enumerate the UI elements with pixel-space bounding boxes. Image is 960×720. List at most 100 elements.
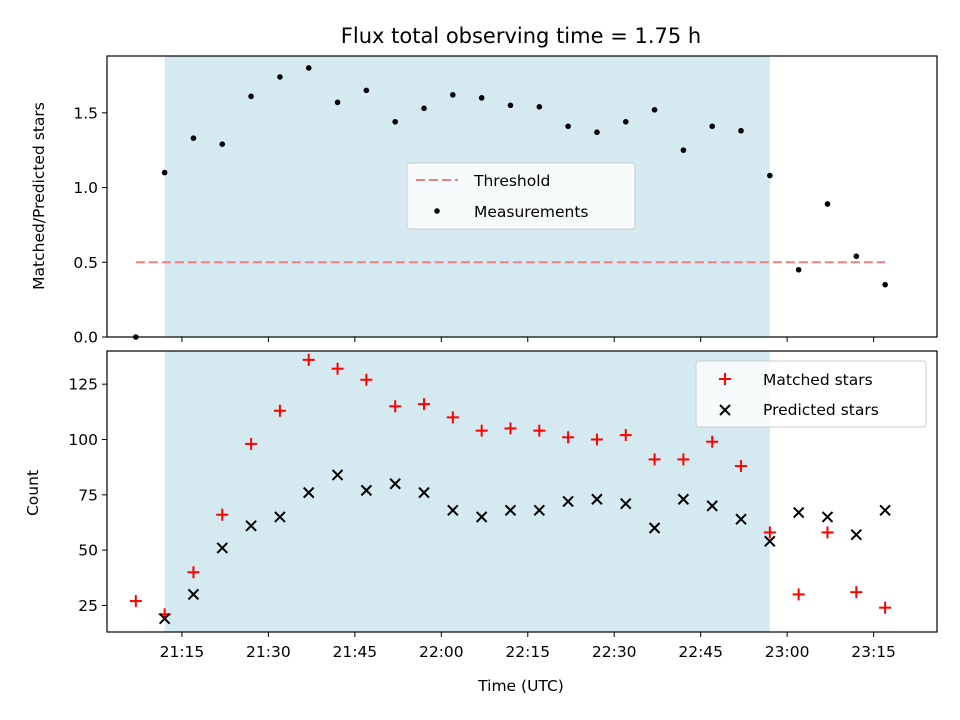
matched-star-point <box>273 404 286 417</box>
x-tick-label: 22:00 <box>419 643 464 661</box>
measurement-point <box>507 102 514 109</box>
predicted-star-point <box>648 522 661 534</box>
predicted-star-point <box>360 484 373 497</box>
measurement-point <box>738 127 744 134</box>
predicted-star-point <box>216 542 228 554</box>
measurement-point <box>277 74 283 80</box>
matched-star-point <box>504 422 517 435</box>
observing-window-shade-lower <box>164 351 770 632</box>
measurement-point <box>161 169 168 176</box>
matched-star-point <box>389 400 402 413</box>
x-tick-label: 21:45 <box>333 643 378 661</box>
ratio-panel: 0.0 0.5 1.0 1.5 Flux total observing time =… <box>30 24 938 347</box>
matched-star-point <box>706 435 719 448</box>
matched-star-point <box>302 353 315 366</box>
matched-star-point <box>850 586 863 599</box>
predicted-star-point <box>187 588 200 601</box>
measurement-point <box>363 87 370 94</box>
matched-star-point <box>216 508 229 521</box>
predicted-star-point <box>303 486 315 499</box>
count-y-tick-label: 25 <box>78 597 98 615</box>
measurement-point <box>795 266 802 273</box>
matched-star-point <box>792 588 805 601</box>
predicted-star-point <box>158 613 171 625</box>
matched-star-point <box>331 362 344 375</box>
matched-star-point <box>590 433 603 446</box>
matched-star-point <box>619 429 632 442</box>
measurement-point <box>536 104 543 110</box>
x-axis-label: Time (UTC) <box>477 677 564 695</box>
measurement-point <box>478 95 485 101</box>
predicted-star-point <box>475 511 488 523</box>
measurement-point <box>248 93 254 100</box>
chart-title: Flux total observing time = 1.75 h <box>341 24 701 48</box>
threshold-legend-label: Threshold <box>473 172 550 190</box>
ratio-y-tick-label: 0.0 <box>73 329 98 347</box>
measurement-points <box>133 65 888 340</box>
count-y-tick-label: 50 <box>78 542 98 560</box>
matched-star-point <box>187 566 200 579</box>
count-y-ticks: 25 50 75 100 125 <box>68 376 107 615</box>
measurements-legend-label: Measurements <box>474 203 589 221</box>
predicted-star-point <box>620 497 632 510</box>
ratio-axes-frame <box>106 55 938 338</box>
matched-star-point <box>648 453 661 466</box>
predicted-star-point <box>418 486 430 499</box>
predicted-star-point <box>331 469 344 481</box>
predicted-star-point <box>706 500 718 512</box>
measurement-point <box>450 92 456 98</box>
predicted-star-point <box>735 513 747 525</box>
measurement-point <box>219 141 226 147</box>
measurement-point <box>421 105 427 112</box>
predicted-star-point <box>245 520 257 532</box>
predicted-star-point <box>447 504 459 517</box>
x-tick-label: 22:45 <box>678 643 723 661</box>
predicted-star-point <box>677 493 690 505</box>
count-y-tick-label: 75 <box>78 486 98 504</box>
ratio-legend-box <box>406 162 636 230</box>
matched-star-point <box>245 437 258 450</box>
x-tick-label: 22:15 <box>505 643 550 661</box>
predicted-star-point <box>562 495 574 508</box>
measurement-point <box>767 172 773 179</box>
matched-stars-legend-marker <box>719 373 731 385</box>
matched-star-point <box>446 411 459 424</box>
predicted-stars-legend-label: Predicted stars <box>763 401 879 419</box>
ratio-x-ticks <box>181 337 875 342</box>
predicted-star-point <box>792 506 805 519</box>
measurement-point <box>594 129 600 136</box>
measurement-point <box>334 99 341 106</box>
ratio-y-tick-label: 1.5 <box>73 104 98 122</box>
count-y-tick-label: 100 <box>68 431 98 449</box>
matched-star-point <box>879 601 892 614</box>
predicted-star-point <box>850 528 863 541</box>
matched-star-point <box>129 595 142 608</box>
measurement-point <box>305 65 312 71</box>
measurement-point <box>651 107 658 113</box>
measurements-legend-marker <box>434 208 440 214</box>
predicted-star-point <box>504 504 517 517</box>
x-tick-label: 21:30 <box>246 643 291 661</box>
matched-star-point <box>821 526 834 539</box>
x-tick-label: 21:15 <box>160 643 205 661</box>
x-tick-label: 23:00 <box>765 643 810 661</box>
x-tick-label: 23:15 <box>851 643 896 661</box>
count-axes-frame <box>106 350 938 633</box>
measurement-point <box>824 201 831 207</box>
count-y-axis-label: Count <box>24 470 42 516</box>
matched-star-point <box>418 398 431 411</box>
ratio-legend: Threshold Measurements <box>406 162 636 230</box>
measurement-point <box>622 118 629 125</box>
measurement-point <box>565 123 571 130</box>
measurement-point <box>680 147 687 153</box>
count-y-tick-label: 125 <box>68 376 98 394</box>
count-panel: 21:15 21:30 21:45 22:00 22:15 22:30 22:45 23:00… <box>24 350 938 695</box>
ratio-y-axis-label: Matched/Predicted stars <box>30 102 48 290</box>
measurement-point <box>709 123 716 130</box>
measurement-point <box>853 253 860 260</box>
predicted-star-point <box>821 511 834 523</box>
x-tick-label: 22:30 <box>592 643 637 661</box>
matched-stars-points <box>129 353 892 621</box>
predicted-star-point <box>764 535 776 547</box>
